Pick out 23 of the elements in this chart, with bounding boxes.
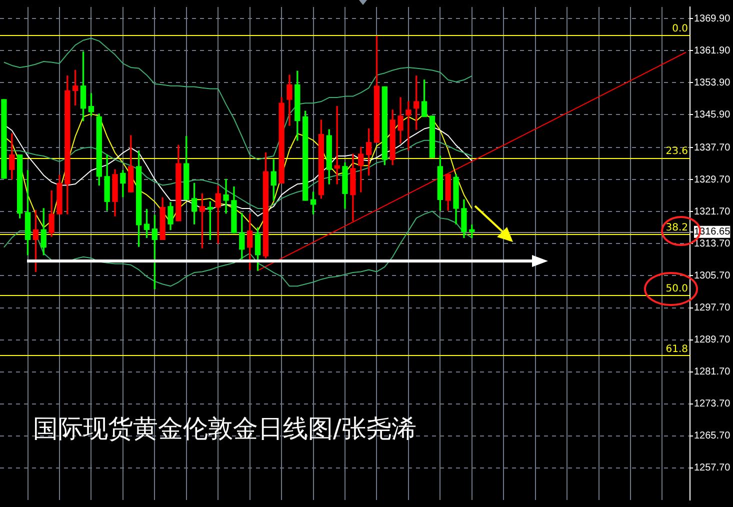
y-tick-label: 1265.70 (694, 430, 731, 442)
y-tick-label: 1345.90 (694, 109, 731, 120)
candlestick (429, 116, 436, 158)
y-tick-label: 1369.90 (694, 13, 731, 24)
y-tick-label: 1321.70 (694, 206, 731, 218)
annotation: 61.8 (666, 344, 688, 356)
y-tick-label: 1329.70 (694, 174, 731, 186)
y-tick-label: 1281.70 (694, 366, 731, 378)
y-tick-label: 1297.70 (694, 302, 731, 314)
y-tick-label: 1337.70 (694, 142, 731, 154)
text: 国际现货黄金伦敦金日线图/张尧浠 (33, 413, 416, 445)
y-tick-label: 1353.90 (694, 77, 731, 88)
y-tick-label: 1313.70 (694, 238, 731, 250)
y-tick-label: 1273.70 (694, 398, 731, 410)
annotation: 38.2 (666, 222, 688, 234)
y-tick-label: 1289.70 (694, 334, 731, 346)
y-tick-label: 1257.70 (694, 462, 731, 474)
annotation: 23.6 (666, 146, 688, 158)
y-tick-label: 1305.70 (694, 270, 731, 282)
annotation: 50.0 (666, 284, 688, 295)
annotation: 0.0 (672, 24, 688, 35)
candlestick (1, 99, 7, 179)
y-tick-label: 1361.90 (694, 45, 731, 56)
